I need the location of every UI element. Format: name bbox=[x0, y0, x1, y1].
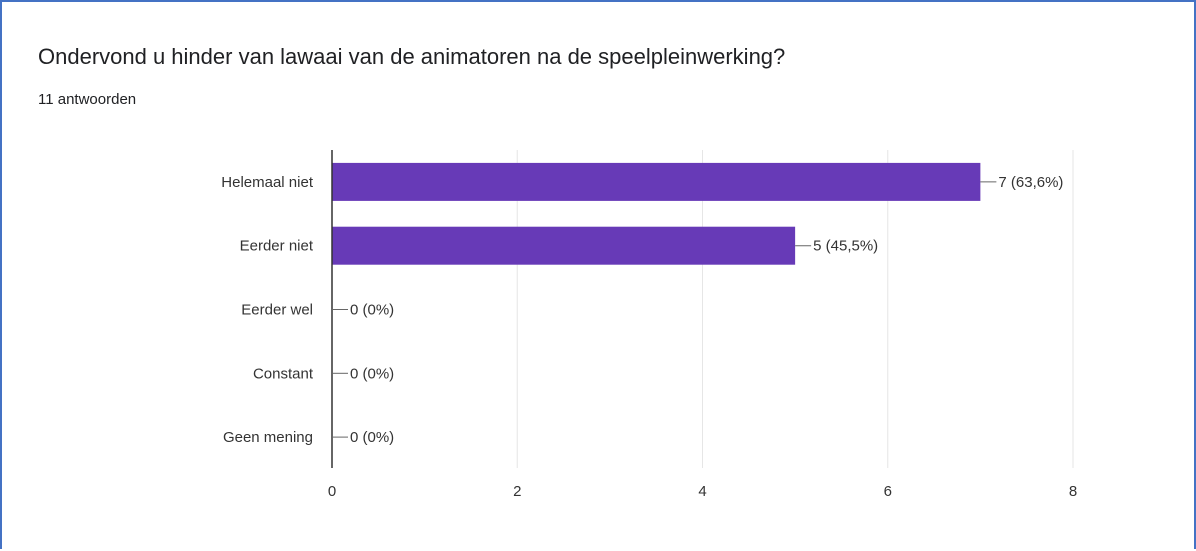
x-tick-label-0: 0 bbox=[328, 483, 336, 500]
gridlines bbox=[516, 150, 1074, 468]
category-label-2: Eerder wel bbox=[241, 302, 313, 319]
x-tick-label-6: 6 bbox=[884, 483, 892, 500]
data-label-3: 0 (0%) bbox=[350, 365, 394, 382]
data-label-2: 0 (0%) bbox=[350, 302, 394, 319]
bar-0 bbox=[332, 162, 981, 201]
labels: 0 2 4 6 8 Helemaal niet 7 (63,6%) Eerder niet 5 … bbox=[221, 174, 1077, 500]
category-label-4: Geen mening bbox=[223, 429, 313, 446]
category-label-0: Helemaal niet bbox=[221, 174, 314, 191]
data-label-0: 7 (63,6%) bbox=[998, 174, 1063, 191]
category-label-3: Constant bbox=[253, 365, 314, 382]
x-tick-label-4: 4 bbox=[698, 483, 706, 500]
x-tick-label-8: 8 bbox=[1069, 483, 1077, 500]
bar-1 bbox=[332, 226, 796, 265]
bars bbox=[332, 162, 981, 265]
data-label-1: 5 (45,5%) bbox=[813, 238, 878, 255]
response-count: 11 antwoorden bbox=[38, 91, 137, 108]
data-label-4: 0 (0%) bbox=[350, 429, 394, 446]
category-label-1: Eerder niet bbox=[240, 238, 314, 255]
chart-title: Ondervond u hinder van lawaai van de ani… bbox=[38, 44, 786, 69]
x-tick-label-2: 2 bbox=[513, 483, 521, 500]
